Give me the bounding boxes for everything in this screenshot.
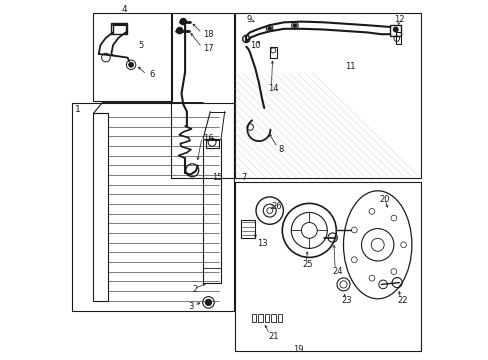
Circle shape — [392, 27, 397, 32]
Text: 14: 14 — [267, 84, 278, 93]
Bar — [395, 32, 400, 44]
Text: 24: 24 — [332, 266, 343, 276]
Text: 10: 10 — [249, 41, 260, 50]
Bar — [235, 13, 420, 178]
Text: 25: 25 — [302, 260, 312, 269]
Bar — [111, 23, 127, 34]
Bar — [251, 314, 256, 322]
Text: 22: 22 — [397, 296, 407, 305]
Circle shape — [205, 299, 211, 306]
Bar — [235, 182, 420, 351]
Text: 8: 8 — [278, 145, 284, 154]
Bar — [93, 113, 107, 301]
Text: 4: 4 — [121, 5, 126, 14]
Bar — [277, 314, 282, 322]
Circle shape — [291, 22, 298, 29]
Bar — [389, 25, 400, 36]
Text: 13: 13 — [257, 239, 267, 248]
Text: 5: 5 — [138, 41, 143, 50]
Text: 18: 18 — [203, 30, 213, 39]
Text: 15: 15 — [212, 173, 222, 182]
Bar — [241, 220, 255, 238]
Circle shape — [292, 24, 296, 27]
Circle shape — [180, 18, 186, 25]
Text: 26: 26 — [271, 202, 282, 211]
Bar — [269, 47, 276, 58]
Bar — [270, 314, 275, 322]
Text: 7: 7 — [241, 173, 246, 182]
Bar — [72, 103, 233, 311]
Text: 1: 1 — [75, 105, 81, 114]
Text: 19: 19 — [292, 346, 303, 354]
Text: 2: 2 — [192, 285, 197, 294]
Text: 6: 6 — [149, 70, 154, 79]
Bar — [264, 314, 269, 322]
Bar — [93, 13, 172, 101]
Bar — [203, 139, 221, 283]
Circle shape — [266, 25, 272, 32]
Text: 9: 9 — [246, 15, 251, 24]
Text: 21: 21 — [267, 332, 278, 341]
Text: 23: 23 — [341, 296, 352, 305]
Circle shape — [242, 35, 249, 42]
Circle shape — [266, 208, 272, 213]
Text: 20: 20 — [379, 195, 389, 204]
Text: 16: 16 — [203, 134, 213, 143]
Text: 3: 3 — [188, 302, 194, 311]
Circle shape — [128, 62, 133, 67]
Bar — [258, 314, 263, 322]
Circle shape — [176, 27, 183, 34]
Bar — [205, 140, 218, 148]
Bar — [170, 13, 233, 178]
Text: 17: 17 — [203, 44, 213, 53]
Text: 11: 11 — [345, 62, 355, 71]
Text: 12: 12 — [393, 15, 404, 24]
Circle shape — [267, 27, 271, 30]
